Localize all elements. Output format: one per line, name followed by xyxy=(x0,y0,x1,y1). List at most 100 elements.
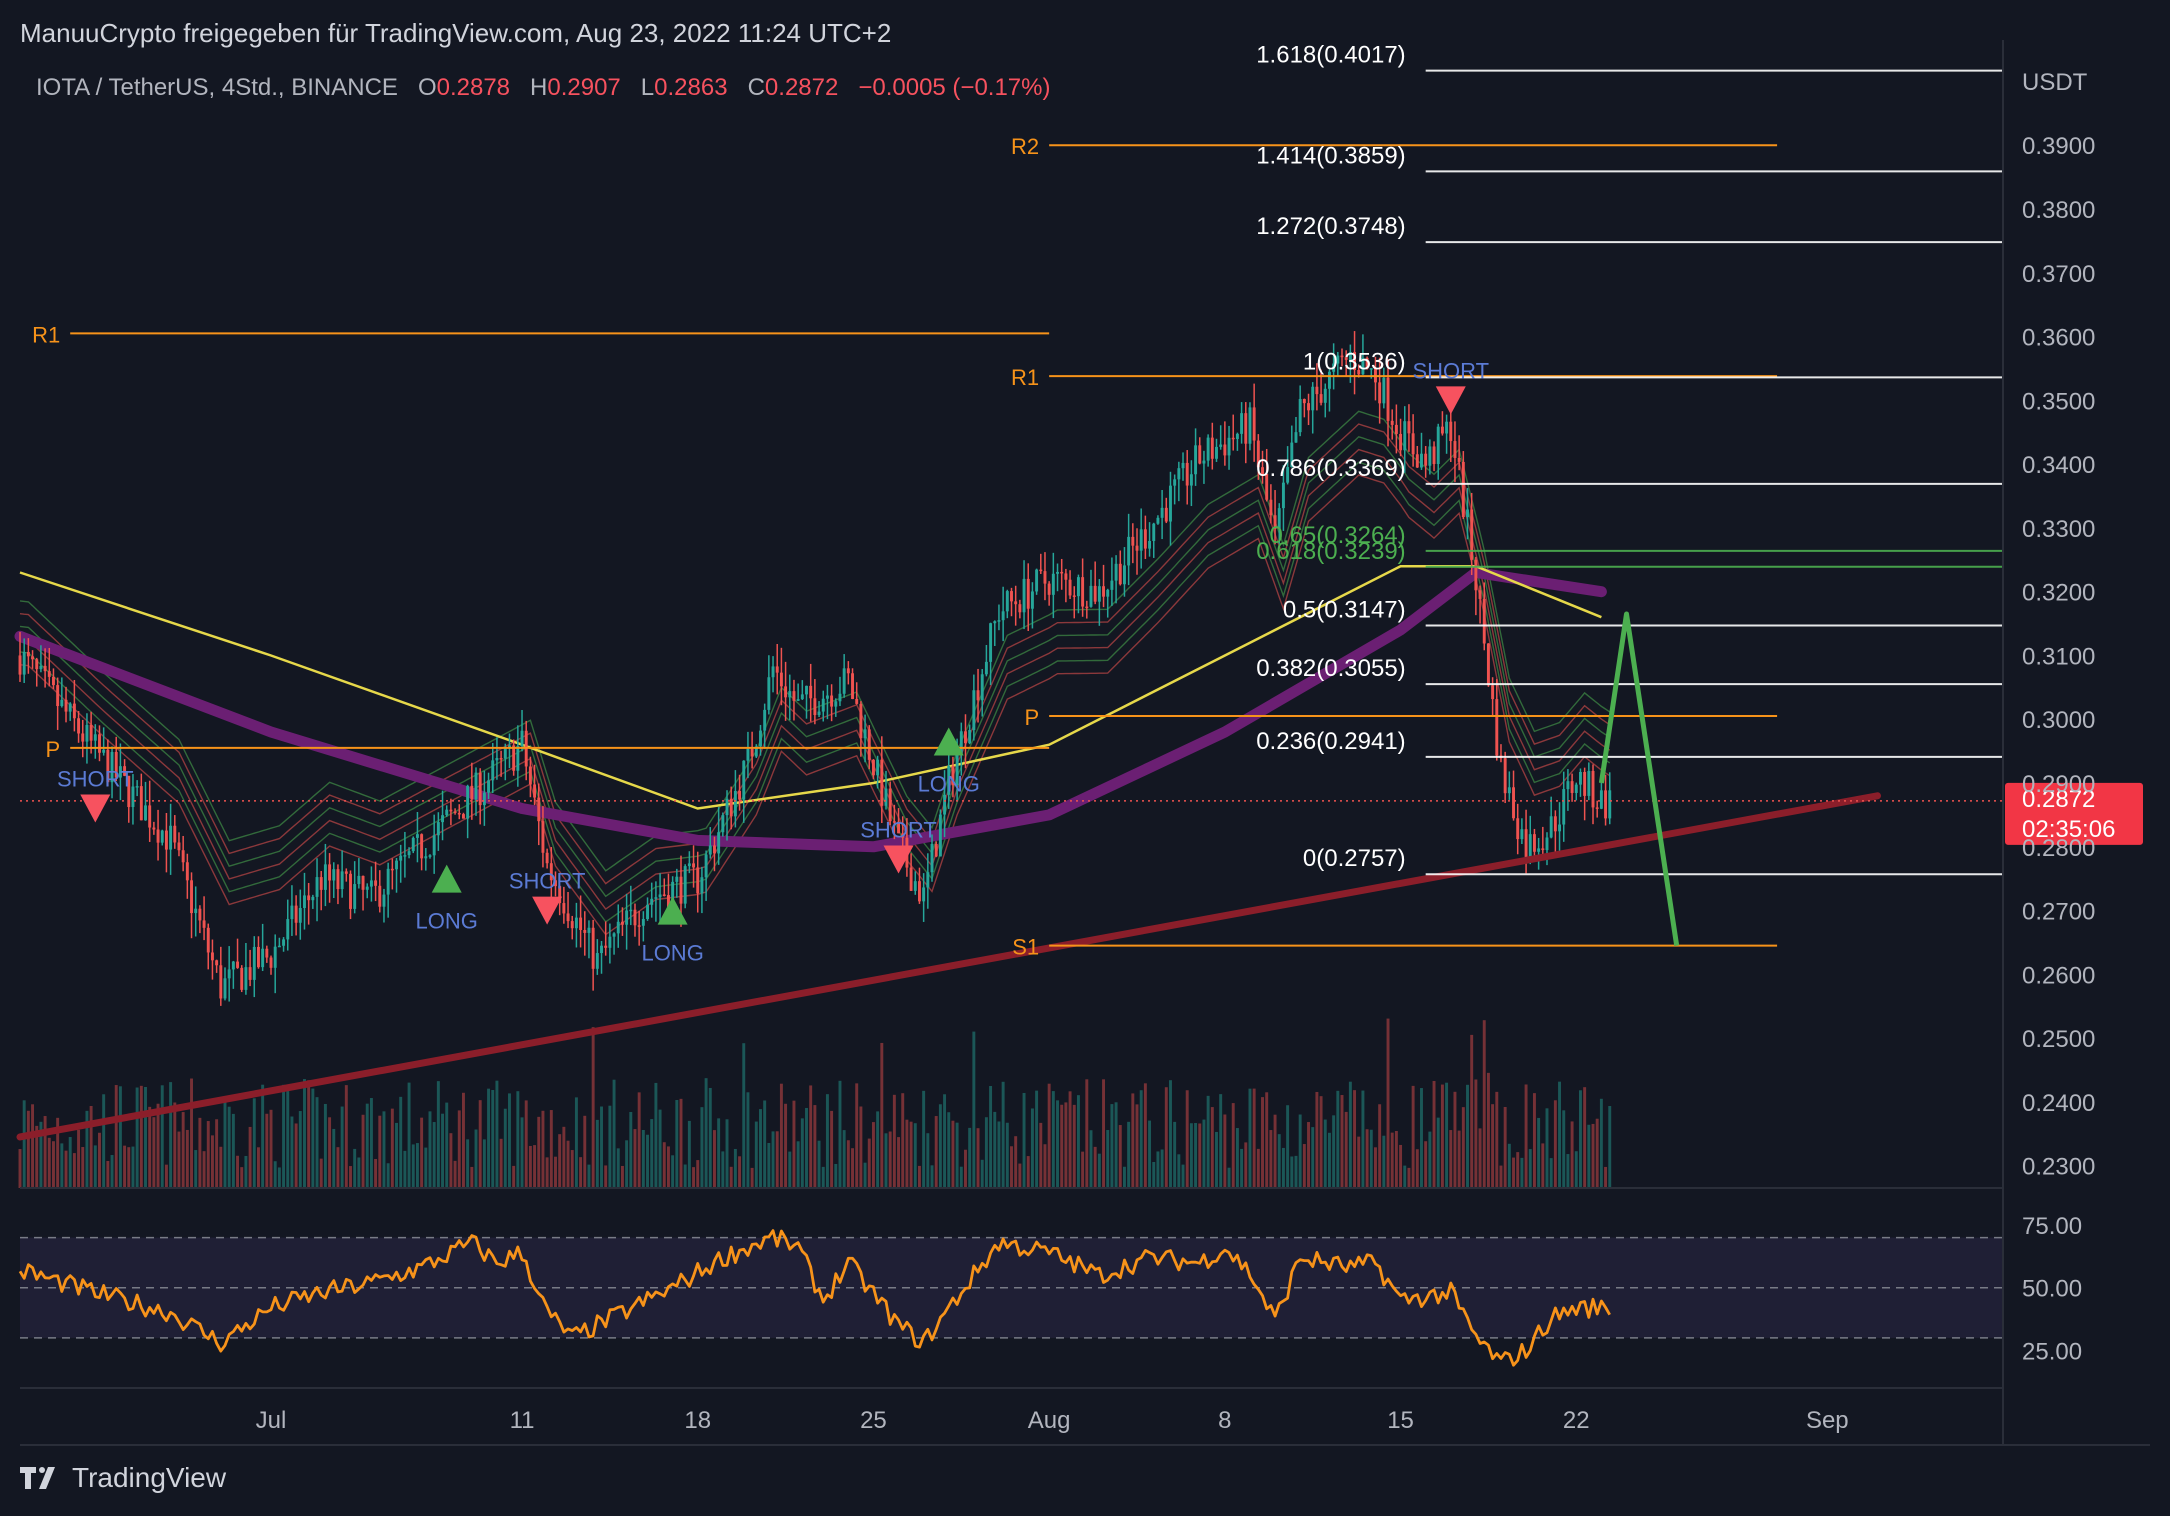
candle-body xyxy=(1420,453,1423,468)
candle-body xyxy=(290,905,294,920)
candle-body xyxy=(72,703,76,719)
candle-body xyxy=(399,855,403,861)
volume-bar xyxy=(1210,1107,1214,1188)
candle-body xyxy=(1520,829,1524,840)
volume-bar xyxy=(679,1098,683,1188)
candle-body xyxy=(528,766,532,785)
symbol-name[interactable]: IOTA / TetherUS, 4Std., BINANCE xyxy=(36,74,398,101)
volume-bar xyxy=(56,1117,60,1188)
pivot-level-label: S1 xyxy=(1012,935,1039,960)
candle-body xyxy=(18,655,22,675)
candle-body xyxy=(127,775,131,808)
volume-bar xyxy=(742,1043,746,1188)
candle-body xyxy=(558,886,562,904)
volume-bar xyxy=(1110,1104,1114,1188)
candle-body xyxy=(1135,545,1139,551)
candle-body xyxy=(1608,790,1612,819)
price-tick-label: 0.3100 xyxy=(2022,643,2095,670)
candle-body xyxy=(461,814,465,819)
volume-bar xyxy=(713,1130,716,1188)
volume-bar xyxy=(1604,1166,1608,1188)
candle-body xyxy=(22,651,26,675)
candle-body xyxy=(261,948,265,968)
volume-bar xyxy=(876,1111,880,1188)
volume-bar xyxy=(817,1140,821,1188)
candle-body xyxy=(1319,394,1323,403)
candle-body xyxy=(1085,606,1089,609)
volume-bar xyxy=(1369,1129,1373,1188)
candle-body xyxy=(424,856,428,859)
candle-body xyxy=(252,946,256,980)
volume-bar xyxy=(148,1106,152,1188)
signal-label: SHORT xyxy=(57,767,134,792)
volume-bar xyxy=(1039,1122,1043,1188)
candle-body xyxy=(185,862,189,881)
candle-body xyxy=(1269,499,1273,516)
candle-body xyxy=(68,703,72,712)
pivot-level-label: P xyxy=(46,737,61,762)
volume-bar xyxy=(620,1165,624,1188)
candle-body xyxy=(1566,781,1570,790)
time-tick-label: Sep xyxy=(1806,1407,1849,1434)
volume-bar xyxy=(453,1160,457,1188)
volume-bar xyxy=(491,1089,495,1188)
candle-body xyxy=(825,695,829,699)
candle-body xyxy=(286,919,290,940)
candle-body xyxy=(1118,563,1122,585)
volume-bar xyxy=(1470,1034,1474,1188)
volume-bar xyxy=(1269,1130,1273,1188)
candle-body xyxy=(943,794,947,815)
short-signal-icon xyxy=(532,896,563,925)
candle-body xyxy=(662,894,666,896)
candle-body xyxy=(1411,433,1415,455)
candle-body xyxy=(60,699,64,707)
volume-bar xyxy=(1122,1166,1126,1188)
candle-body xyxy=(1466,509,1469,518)
volume-bar xyxy=(294,1123,298,1188)
volume-bar xyxy=(1068,1091,1072,1188)
volume-bar xyxy=(1164,1087,1168,1188)
candle-body xyxy=(733,790,737,817)
candle-body xyxy=(1256,440,1260,468)
volume-bar xyxy=(1390,1132,1394,1188)
volume-bar xyxy=(1051,1091,1055,1188)
volume-bar xyxy=(1570,1121,1574,1188)
candle-body xyxy=(926,872,930,888)
candle-body xyxy=(89,724,93,741)
volume-bar xyxy=(892,1094,896,1188)
candle-body xyxy=(160,830,164,843)
candle-body xyxy=(842,668,846,694)
volume-bar xyxy=(1076,1095,1080,1188)
volume-bar xyxy=(1558,1081,1562,1188)
candle-body xyxy=(106,749,110,783)
high-value: 0.2907 xyxy=(547,74,621,101)
candle-body xyxy=(177,842,181,851)
volume-bar xyxy=(1010,1146,1013,1188)
volume-bar xyxy=(767,1143,771,1188)
volume-bar xyxy=(139,1085,143,1188)
volume-bar xyxy=(106,1160,110,1188)
volume-bar xyxy=(1507,1143,1511,1188)
candle-body xyxy=(323,864,327,890)
candle-body xyxy=(821,698,825,712)
volume-bar xyxy=(1139,1090,1143,1188)
volume-bar xyxy=(1294,1155,1298,1188)
volume-bar xyxy=(1549,1158,1553,1188)
candle-body xyxy=(236,961,240,968)
volume-bar xyxy=(1148,1120,1152,1188)
volume-bar xyxy=(746,1092,750,1188)
signal-label: LONG xyxy=(416,909,478,934)
volume-bar xyxy=(1415,1149,1419,1188)
signal-label: SHORT xyxy=(509,869,586,894)
candle-body xyxy=(428,855,432,857)
volume-bar xyxy=(738,1156,742,1188)
candle-body xyxy=(846,668,850,674)
volume-bar xyxy=(1591,1123,1595,1188)
volume-bar xyxy=(89,1105,93,1188)
candle-body xyxy=(583,929,587,933)
volume-bar xyxy=(1512,1157,1515,1188)
candle-body xyxy=(1089,585,1093,607)
candle-body xyxy=(817,711,821,715)
volume-bar xyxy=(993,1111,997,1188)
